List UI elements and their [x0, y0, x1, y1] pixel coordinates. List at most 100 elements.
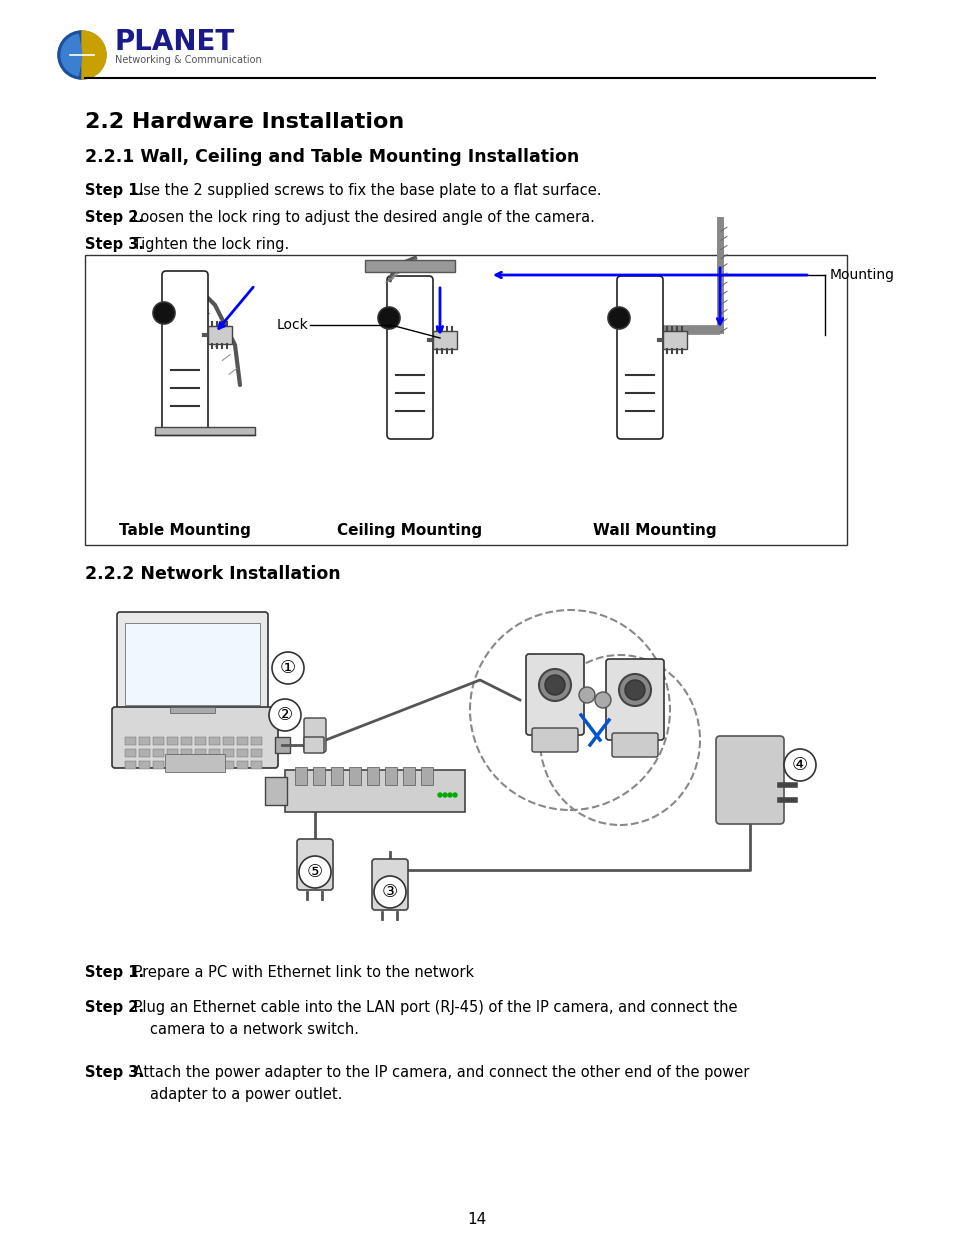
- FancyBboxPatch shape: [532, 727, 578, 752]
- Text: Mounting: Mounting: [829, 268, 894, 282]
- Bar: [152, 748, 164, 757]
- Circle shape: [448, 793, 452, 797]
- Bar: [194, 761, 206, 769]
- Circle shape: [783, 748, 815, 781]
- FancyBboxPatch shape: [112, 706, 277, 768]
- Text: camera to a network switch.: camera to a network switch.: [150, 1023, 358, 1037]
- Text: Wall Mounting: Wall Mounting: [593, 522, 716, 537]
- FancyBboxPatch shape: [117, 613, 268, 713]
- Circle shape: [272, 652, 304, 684]
- Text: Attach the power adapter to the IP camera, and connect the other end of the powe: Attach the power adapter to the IP camer…: [129, 1065, 749, 1079]
- Text: ⑤: ⑤: [307, 863, 323, 881]
- Bar: [208, 326, 232, 345]
- Text: Prepare a PC with Ethernet link to the network: Prepare a PC with Ethernet link to the n…: [129, 965, 474, 981]
- Bar: [167, 748, 178, 757]
- Bar: [223, 761, 233, 769]
- Circle shape: [624, 680, 644, 700]
- Wedge shape: [82, 31, 106, 79]
- Bar: [209, 748, 220, 757]
- Bar: [167, 737, 178, 745]
- Text: Step 3.: Step 3.: [85, 237, 144, 252]
- Bar: [181, 761, 192, 769]
- Bar: [294, 767, 307, 785]
- Bar: [662, 331, 686, 350]
- Text: ④: ④: [791, 756, 807, 774]
- Bar: [251, 761, 262, 769]
- FancyBboxPatch shape: [304, 737, 324, 753]
- Text: Step 1.: Step 1.: [85, 183, 144, 198]
- FancyBboxPatch shape: [296, 839, 333, 890]
- Text: Step 2.: Step 2.: [85, 1000, 144, 1015]
- Bar: [331, 767, 343, 785]
- Text: 2.2.1 Wall, Ceiling and Table Mounting Installation: 2.2.1 Wall, Ceiling and Table Mounting I…: [85, 148, 578, 165]
- FancyBboxPatch shape: [304, 718, 326, 752]
- Text: Plug an Ethernet cable into the LAN port (RJ-45) of the IP camera, and connect t: Plug an Ethernet cable into the LAN port…: [129, 1000, 737, 1015]
- Bar: [251, 737, 262, 745]
- Bar: [125, 761, 136, 769]
- Circle shape: [442, 793, 447, 797]
- Bar: [209, 761, 220, 769]
- Text: adapter to a power outlet.: adapter to a power outlet.: [150, 1087, 342, 1102]
- Bar: [167, 761, 178, 769]
- Bar: [152, 761, 164, 769]
- Circle shape: [437, 793, 441, 797]
- Text: Lock: Lock: [276, 317, 308, 332]
- Circle shape: [269, 699, 301, 731]
- Bar: [223, 737, 233, 745]
- Bar: [194, 737, 206, 745]
- Bar: [165, 755, 225, 772]
- Text: Step 2.: Step 2.: [85, 210, 144, 225]
- Bar: [223, 748, 233, 757]
- Bar: [236, 737, 248, 745]
- Bar: [181, 737, 192, 745]
- Bar: [85, 254, 846, 545]
- Bar: [365, 261, 455, 272]
- Bar: [139, 737, 150, 745]
- Text: Table Mounting: Table Mounting: [119, 522, 251, 537]
- Bar: [285, 769, 464, 811]
- Text: 2.2.2 Network Installation: 2.2.2 Network Installation: [85, 564, 340, 583]
- Bar: [125, 748, 136, 757]
- FancyBboxPatch shape: [612, 734, 658, 757]
- Circle shape: [377, 308, 399, 329]
- Bar: [402, 767, 415, 785]
- Bar: [367, 767, 378, 785]
- Bar: [420, 767, 433, 785]
- Text: ①: ①: [279, 659, 295, 677]
- Bar: [170, 706, 214, 713]
- Circle shape: [298, 856, 331, 888]
- Text: Networking & Communication: Networking & Communication: [115, 56, 261, 65]
- Text: ②: ②: [276, 706, 293, 724]
- Text: Loosen the lock ring to adjust the desired angle of the camera.: Loosen the lock ring to adjust the desir…: [129, 210, 595, 225]
- Bar: [139, 748, 150, 757]
- Bar: [194, 748, 206, 757]
- Bar: [349, 767, 360, 785]
- Bar: [236, 748, 248, 757]
- Text: Step 1.: Step 1.: [85, 965, 144, 981]
- Bar: [265, 777, 287, 805]
- Wedge shape: [61, 35, 82, 75]
- Circle shape: [578, 687, 595, 703]
- FancyBboxPatch shape: [387, 275, 433, 438]
- Bar: [125, 622, 260, 705]
- Bar: [385, 767, 396, 785]
- Circle shape: [544, 676, 564, 695]
- Wedge shape: [58, 31, 82, 79]
- Bar: [209, 737, 220, 745]
- Text: Step 3.: Step 3.: [85, 1065, 144, 1079]
- Circle shape: [58, 31, 106, 79]
- Text: 14: 14: [467, 1213, 486, 1228]
- Bar: [152, 737, 164, 745]
- FancyBboxPatch shape: [716, 736, 783, 824]
- Text: Tighten the lock ring.: Tighten the lock ring.: [129, 237, 290, 252]
- Bar: [125, 737, 136, 745]
- FancyBboxPatch shape: [525, 655, 583, 735]
- Bar: [251, 748, 262, 757]
- Text: Use the 2 supplied screws to fix the base plate to a flat surface.: Use the 2 supplied screws to fix the bas…: [129, 183, 601, 198]
- Text: 2.2 Hardware Installation: 2.2 Hardware Installation: [85, 112, 404, 132]
- Bar: [154, 427, 254, 435]
- Bar: [274, 737, 290, 753]
- Text: Ceiling Mounting: Ceiling Mounting: [337, 522, 482, 537]
- FancyBboxPatch shape: [372, 860, 408, 910]
- Circle shape: [152, 303, 174, 324]
